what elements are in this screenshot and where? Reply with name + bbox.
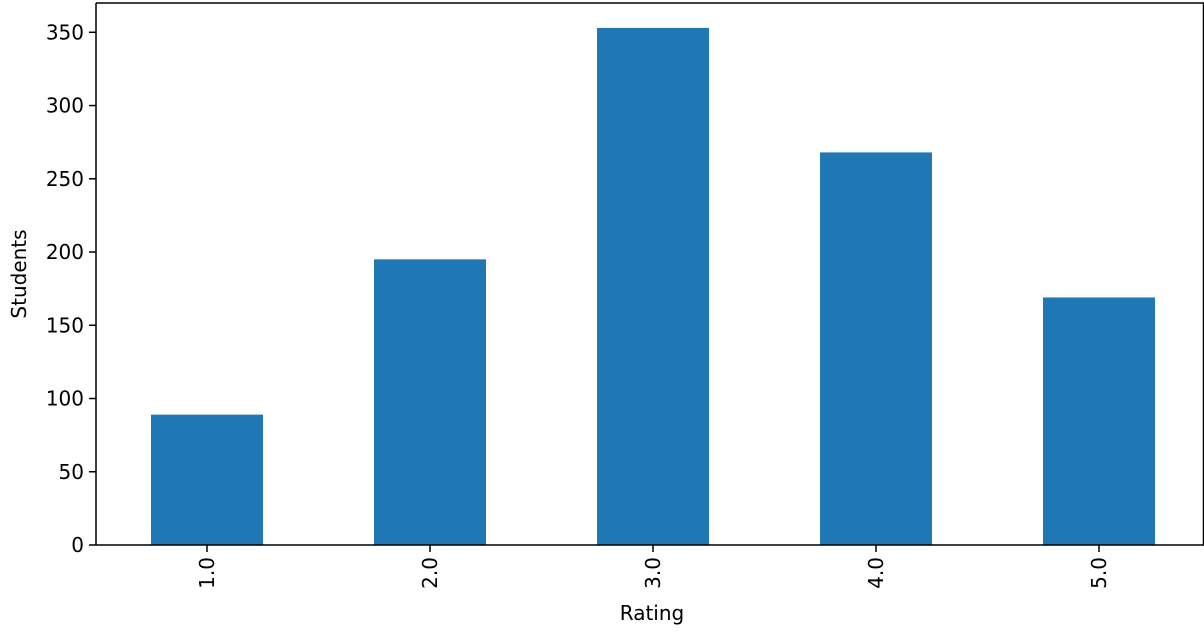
x-tick-label: 3.0: [641, 557, 665, 589]
y-tick-label: 300: [46, 94, 84, 118]
y-tick-label: 0: [71, 533, 84, 557]
x-tick-label: 4.0: [864, 557, 888, 589]
y-tick-label: 100: [46, 387, 84, 411]
y-tick-label: 350: [46, 20, 84, 44]
bar-4.0: [820, 152, 932, 546]
x-tick-label: 5.0: [1087, 557, 1111, 589]
y-axis-label: Students: [7, 229, 31, 318]
y-tick-label: 150: [46, 313, 84, 337]
y-tick-label: 250: [46, 167, 84, 191]
bar-5.0: [1043, 297, 1155, 545]
x-axis: 1.0 2.0 3.0 4.0 5.0: [195, 545, 1111, 589]
x-tick-label: 2.0: [418, 557, 442, 589]
bar-3.0: [597, 27, 709, 545]
y-tick-label: 50: [59, 460, 84, 484]
x-axis-label: Rating: [620, 601, 684, 625]
bars-group: [151, 27, 1155, 546]
bar-2.0: [374, 259, 486, 545]
bar-1.0: [151, 414, 263, 545]
y-axis: 0 50 100 150 200 250 300 350: [46, 20, 96, 557]
x-tick-label: 1.0: [195, 557, 219, 589]
y-tick-label: 200: [46, 240, 84, 264]
